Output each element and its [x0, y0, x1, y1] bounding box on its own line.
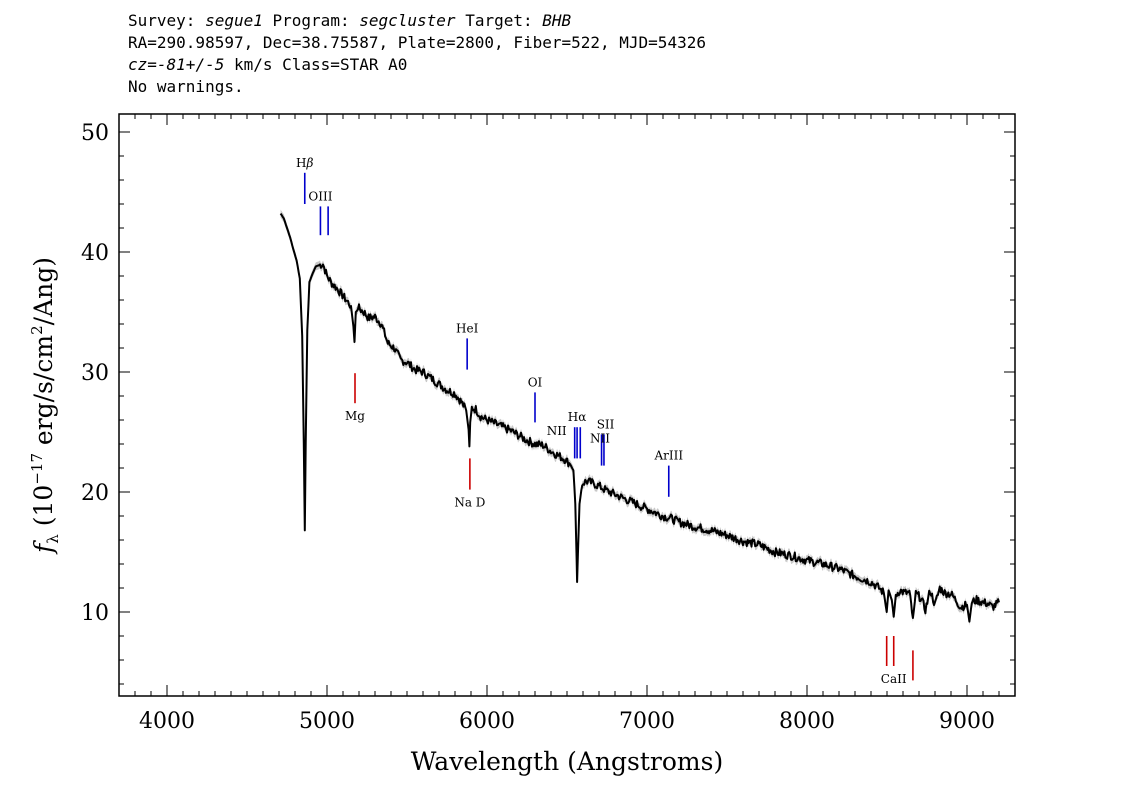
- target-value: BHB: [542, 11, 572, 30]
- y-tick-label: 30: [81, 361, 109, 386]
- header-line-coordinates: RA=290.98597, Dec=38.75587, Plate=2800, …: [128, 33, 706, 52]
- survey-label: Survey:: [128, 11, 196, 30]
- line-marker-label: Na D: [454, 496, 485, 510]
- spectrum-line: [279, 213, 1000, 623]
- plot-frame: [118, 113, 1016, 697]
- cz-label: cz=: [128, 55, 157, 74]
- tick-labels: 4000 5000 6000 7000 8000 9000 10 20 30 40 50: [81, 121, 995, 734]
- y-tick-label: 50: [81, 121, 109, 146]
- line-marker-label: HeI: [456, 321, 479, 335]
- x-axis-title: Wavelength (Angstroms): [411, 747, 723, 776]
- line-marker-label: Hβ: [296, 156, 313, 170]
- line-marker-label: OI: [528, 375, 543, 389]
- y-tick-label: 20: [81, 481, 109, 506]
- program-label: Program:: [272, 11, 350, 30]
- x-tick-label: 8000: [779, 709, 835, 734]
- survey-value: segue1: [205, 11, 263, 30]
- y-tick-label: 40: [81, 241, 109, 266]
- x-tick-label: 6000: [459, 709, 515, 734]
- error-band: [280, 209, 1000, 626]
- class-text: km/s Class=STAR A0: [224, 55, 408, 74]
- plot-border: [118, 113, 1016, 697]
- header-line-survey: Survey: segue1 Program: segcluster Targe…: [128, 10, 706, 32]
- line-marker-label: Hα: [568, 410, 587, 424]
- header-line-redshift: cz=-81+/-5 km/s Class=STAR A0: [128, 54, 706, 76]
- y-axis-title: fλ (10−17 erg/s/cm2/Ang): [28, 257, 62, 555]
- error-band-area: [280, 209, 1000, 626]
- header-line-warnings: No warnings.: [128, 77, 244, 96]
- x-tick-label: 7000: [619, 709, 675, 734]
- line-marker-label: Mg: [345, 409, 365, 423]
- x-tick-label: 9000: [939, 709, 995, 734]
- cz-value: -81+/-5: [156, 55, 225, 74]
- line-marker-label: SII: [597, 417, 615, 431]
- axis-ticks: [118, 114, 1016, 696]
- spectrum-header: Survey: segue1 Program: segcluster Targe…: [128, 10, 706, 98]
- y-tick-label: 10: [81, 601, 109, 626]
- line-marker-label: NII: [590, 431, 610, 445]
- x-tick-label: 4000: [139, 709, 195, 734]
- line-marker-label: OIII: [308, 189, 332, 203]
- target-label: Target:: [465, 11, 533, 30]
- line-marker-label: NII: [547, 424, 567, 438]
- program-value: segcluster: [359, 11, 456, 30]
- line-marker-label: CaII: [881, 672, 907, 686]
- line-marker-label: ArIII: [653, 449, 683, 463]
- x-tick-label: 5000: [299, 709, 355, 734]
- spectrum-series: [279, 213, 1000, 623]
